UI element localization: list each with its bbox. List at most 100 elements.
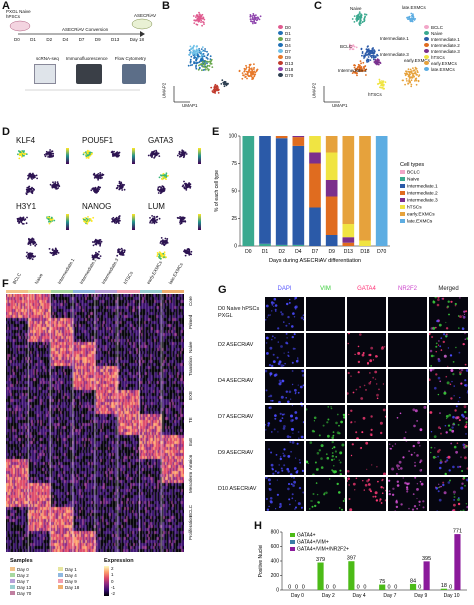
nucleus-dot bbox=[453, 493, 455, 495]
legend-item: Naive bbox=[424, 30, 460, 36]
legend-item: D2 bbox=[278, 36, 293, 42]
y-tick-label: 400 bbox=[271, 559, 280, 565]
nucleus-dot bbox=[465, 369, 468, 372]
sample-legend-item: Day 0 bbox=[10, 566, 54, 572]
nucleus-dot bbox=[271, 310, 273, 312]
nucleus-dot bbox=[423, 405, 427, 409]
micrograph-image bbox=[265, 333, 299, 367]
nucleus-dot bbox=[447, 365, 449, 367]
micrograph-tile bbox=[388, 333, 427, 367]
y-tick-label: 0 bbox=[234, 244, 237, 250]
nucleus-dot bbox=[297, 384, 299, 386]
feature-point bbox=[149, 217, 151, 219]
feature-point bbox=[97, 178, 99, 181]
micrograph-image bbox=[265, 477, 304, 511]
umap-point bbox=[411, 76, 414, 79]
feature-point bbox=[90, 220, 93, 222]
nucleus-dot bbox=[376, 397, 379, 400]
nucleus-dot bbox=[295, 471, 299, 474]
panel-f-label: F bbox=[2, 278, 9, 290]
nucleus-dot bbox=[383, 472, 386, 475]
nucleus-dot bbox=[395, 505, 399, 509]
feature-point bbox=[118, 217, 120, 219]
nucleus-dot bbox=[287, 351, 290, 354]
feature-point bbox=[51, 184, 54, 187]
stacked-bar-segment bbox=[342, 136, 355, 224]
nucleus-dot bbox=[300, 506, 303, 509]
heatmap-column-label: BCLC bbox=[11, 272, 23, 285]
nucleus-dot bbox=[396, 466, 399, 469]
feature-point bbox=[85, 157, 88, 159]
nucleus-dot bbox=[418, 504, 421, 506]
nucleus-dot bbox=[274, 337, 276, 339]
stacked-bar-segment bbox=[359, 240, 371, 246]
nucleus-dot bbox=[445, 327, 449, 330]
nucleus-dot bbox=[333, 446, 336, 449]
nucleus-dot bbox=[383, 346, 386, 348]
nucleus-dot bbox=[445, 321, 447, 324]
nucleus-dot bbox=[437, 359, 441, 363]
nucleus-dot bbox=[378, 388, 380, 391]
feature-point bbox=[111, 220, 113, 223]
nucleus-dot bbox=[348, 484, 350, 486]
umap-point bbox=[207, 53, 210, 55]
nucleus-dot bbox=[332, 431, 335, 433]
nucleus-dot bbox=[329, 478, 331, 480]
feature-point bbox=[54, 184, 57, 187]
feature-point bbox=[52, 152, 55, 155]
legend-label: D2 bbox=[285, 36, 291, 42]
value-label: 379 bbox=[316, 557, 325, 563]
umap-point bbox=[409, 73, 411, 76]
umap-point bbox=[192, 47, 194, 50]
umap-point bbox=[364, 69, 366, 72]
umap-point bbox=[201, 50, 204, 52]
legend-item: Intermediate.3 bbox=[424, 48, 460, 54]
panel-d: D KLF4 POU5F1 GATA3 H3Y1 NANOG LUM bbox=[0, 126, 210, 266]
umap-point bbox=[358, 11, 361, 13]
nucleus-dot bbox=[315, 482, 318, 484]
micrograph-image bbox=[347, 370, 384, 400]
x-tick-label: D13 bbox=[344, 249, 353, 255]
legend-swatch bbox=[278, 61, 283, 65]
umap-point bbox=[410, 12, 413, 15]
nucleus-dot bbox=[357, 345, 360, 348]
feature-point bbox=[50, 153, 52, 155]
umap-point bbox=[354, 72, 356, 74]
stacked-bar-segment bbox=[292, 244, 305, 246]
micrograph-row-label: D10 ASECRiAV bbox=[218, 486, 257, 492]
nucleus-dot bbox=[278, 400, 281, 403]
nucleus-dot bbox=[341, 508, 343, 511]
umap-point bbox=[408, 71, 411, 74]
panel-h-label: H bbox=[254, 520, 262, 532]
nucleus-dot bbox=[298, 459, 301, 461]
umap-point bbox=[372, 58, 375, 61]
samples-legend-title: Samples bbox=[10, 558, 33, 564]
heatmap-annotation-bar bbox=[95, 290, 118, 293]
feature-point bbox=[122, 254, 125, 256]
feature-point bbox=[26, 216, 28, 219]
cluster-label: late.EXMCs bbox=[402, 5, 427, 10]
micrograph-tile bbox=[347, 441, 386, 475]
feature-point bbox=[120, 247, 123, 250]
feature-point bbox=[154, 220, 157, 222]
feature-point bbox=[111, 153, 114, 156]
feature-colorbar bbox=[66, 148, 69, 164]
nucleus-dot bbox=[286, 342, 289, 345]
legend-swatch bbox=[400, 212, 405, 216]
micrograph-image bbox=[435, 477, 468, 511]
nucleus-dot bbox=[279, 502, 282, 506]
umap-point bbox=[375, 55, 377, 57]
nucleus-dot bbox=[318, 449, 321, 452]
nucleus-dot bbox=[283, 464, 286, 467]
nucleus-dot bbox=[269, 500, 273, 503]
nucleus-dot bbox=[273, 297, 277, 301]
panel-f: F BCLC Naive Intermediate.1 Intermediate.2 I… bbox=[0, 258, 210, 605]
legend-label: D4 bbox=[285, 42, 291, 48]
legend-label: hTSCs bbox=[431, 54, 445, 60]
nucleus-dot bbox=[285, 324, 288, 327]
feature-point bbox=[24, 218, 27, 221]
heatmap-row-group-label: Core bbox=[188, 295, 193, 306]
umap-point bbox=[367, 60, 370, 63]
panel-a: A PXGL Naive hPSCs ASECRiAV Conversion A… bbox=[0, 0, 160, 100]
nucleus-dot bbox=[269, 497, 273, 500]
